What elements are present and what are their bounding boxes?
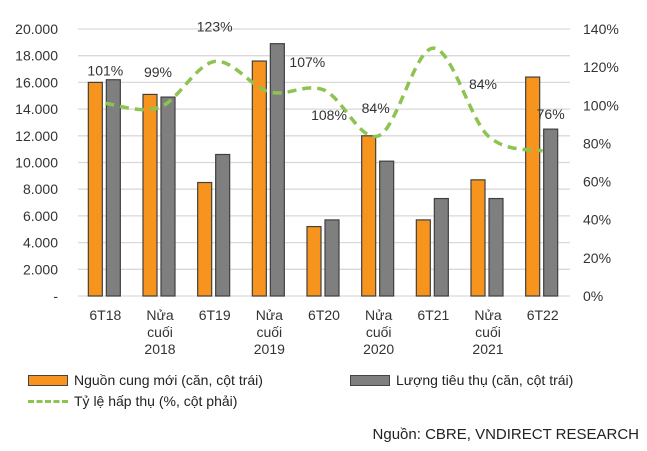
bar-supply [470, 179, 486, 297]
bar-supply [197, 181, 213, 297]
data-label-rate: 76% [537, 106, 565, 122]
x-tick-label: 6T21 [417, 307, 449, 323]
bar-supply [251, 60, 267, 297]
legend-swatch-orange [28, 374, 68, 386]
x-tick-label: Nửa [146, 307, 173, 323]
y-left-tick-label: 10.000 [15, 155, 58, 171]
y-right-tick-label: 120% [583, 59, 619, 75]
legend-supply: Nguồn cung mới (căn, cột trái) [28, 372, 263, 388]
y-right-tick-label: 40% [583, 212, 611, 228]
x-tick-label: 6T19 [199, 307, 231, 323]
x-tick-label: 6T22 [527, 307, 559, 323]
y-left-tick-label: 12.000 [15, 128, 58, 144]
data-label-rate: 84% [469, 76, 497, 92]
legend-rate: Tỷ lệ hấp thụ (%, cột phải) [28, 393, 237, 409]
y-left-tick-label: - [53, 288, 58, 304]
x-tick-label: 2021 [472, 341, 503, 357]
y-left-tick-label: 4.000 [23, 235, 58, 251]
x-tick-label: cuối [475, 324, 501, 340]
source-note: Nguồn: CBRE, VNDIRECT RESEARCH [372, 426, 639, 443]
y-right-tick-label: 0% [583, 288, 603, 304]
data-label-rate: 101% [87, 62, 123, 78]
y-left-tick-label: 8.000 [23, 181, 58, 197]
bar-supply [306, 225, 322, 297]
y-right-tick-label: 60% [583, 174, 611, 190]
y-right-tick-label: 20% [583, 250, 611, 266]
bar-sales [269, 43, 285, 297]
x-tick-label: Nửa [474, 307, 501, 323]
line-absorption-rate [105, 46, 544, 153]
data-label-rate: 108% [311, 107, 347, 123]
y-right-tick-label: 80% [583, 135, 611, 151]
y-left-tick-label: 2.000 [23, 261, 58, 277]
x-tick-label: 6T18 [89, 307, 121, 323]
bar-sales [433, 197, 449, 297]
x-tick-label: 6T20 [308, 307, 340, 323]
bar-sales [215, 153, 231, 297]
bar-sales [324, 219, 340, 297]
bar-sales [543, 128, 559, 297]
legend-label: Nguồn cung mới (căn, cột trái) [74, 372, 263, 388]
data-label-rate: 123% [197, 18, 233, 34]
y-left-tick-label: 6.000 [23, 208, 58, 224]
x-tick-label: Nửa [365, 307, 392, 323]
bar-supply [415, 219, 431, 297]
legend-swatch-gray [350, 374, 390, 386]
data-label-rate: 99% [144, 64, 172, 80]
bar-supply [525, 76, 541, 297]
y-right-tick-label: 140% [583, 21, 619, 37]
legend-label: Tỷ lệ hấp thụ (%, cột phải) [74, 393, 238, 409]
y-left-tick-label: 18.000 [15, 48, 58, 64]
y-right-tick-label: 100% [583, 97, 619, 113]
x-tick-label: cuối [366, 324, 392, 340]
bar-supply [142, 93, 158, 297]
x-tick-label: cuối [147, 324, 173, 340]
y-left-tick-label: 14.000 [15, 101, 58, 117]
legend-sales: Lượng tiêu thụ (căn, cột trái) [350, 372, 573, 388]
bar-supply [361, 135, 377, 297]
bar-sales [160, 96, 176, 297]
data-label-rate: 130% [417, 0, 453, 1]
data-label-rate: 84% [362, 100, 390, 116]
bar-sales [488, 197, 504, 297]
bar-sales [379, 160, 395, 297]
x-tick-label: 2018 [144, 341, 175, 357]
y-left-tick-label: 20.000 [15, 21, 58, 37]
x-tick-label: Nửa [256, 307, 283, 323]
chart-svg: - 2.000 4.000 6.000 8.000 10.000 12.000 14.000 1… [15, 0, 619, 357]
x-tick-label: 2020 [363, 341, 394, 357]
y-left-tick-label: 16.000 [15, 74, 58, 90]
x-tick-label: cuối [256, 324, 282, 340]
legend-swatch-dash [28, 399, 68, 403]
bar-supply [87, 81, 103, 297]
legend-label: Lượng tiêu thụ (căn, cột trái) [396, 372, 574, 388]
x-tick-label: 2019 [254, 341, 285, 357]
data-label-rate: 107% [289, 54, 325, 70]
bar-sales [105, 79, 121, 297]
